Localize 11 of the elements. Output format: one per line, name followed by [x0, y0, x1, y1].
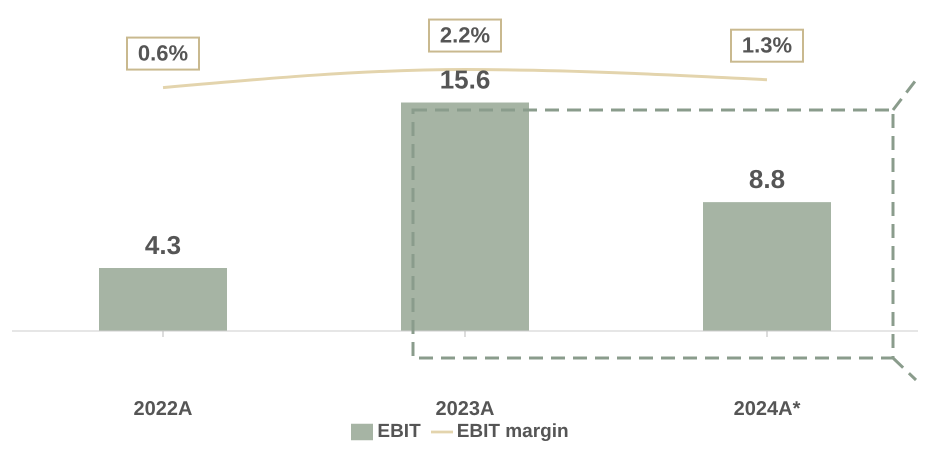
x-tick-label: 2024A* — [734, 398, 801, 420]
data-label: 1.3% — [742, 32, 792, 58]
data-label: 2.2% — [440, 22, 490, 48]
data-label: 15.6 — [440, 64, 490, 94]
data-label: 8.8 — [748, 164, 786, 194]
data-label: 4.3 — [144, 230, 182, 260]
data-label: 0.6% — [138, 40, 188, 66]
legend-label: EBIT margin — [456, 421, 569, 442]
x-tick-label: 2022A — [134, 398, 192, 420]
legend-label: EBIT — [377, 421, 421, 442]
x-tick-label: 2023A — [436, 398, 494, 420]
